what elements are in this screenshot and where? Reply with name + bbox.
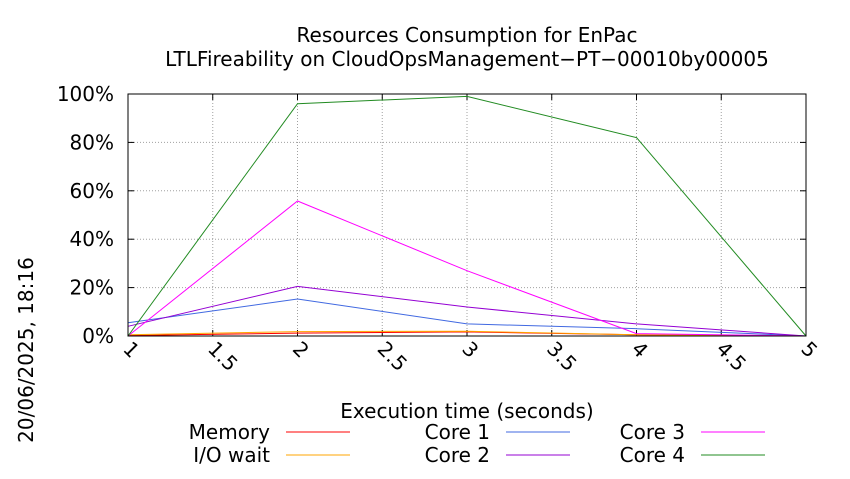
plot-border — [127, 93, 807, 337]
legend-label: Core 1 — [425, 420, 490, 444]
x-tick-label: 1 — [118, 337, 144, 363]
legend-label: Memory — [189, 420, 271, 444]
y-axis-ticks: 0% 20% 40% 60% 80% 100% — [57, 82, 806, 348]
x-tick-label: 5 — [796, 337, 822, 363]
series-line-core-1 — [127, 298, 807, 337]
y-tick-label: 20% — [70, 276, 114, 300]
chart-title-line1: Resources Consumption for EnPac — [297, 23, 638, 47]
x-tick-label: 4.5 — [712, 337, 751, 376]
y-tick-label: 0% — [82, 324, 114, 348]
series-line-i-o-wait — [127, 330, 807, 337]
series-lines — [127, 95, 807, 337]
y-tick-label: 80% — [70, 130, 114, 154]
x-axis-label: Execution time (seconds) — [340, 399, 593, 423]
legend-label: I/O wait — [193, 443, 270, 467]
series-line-core-4 — [127, 95, 807, 337]
y-tick-label: 40% — [70, 227, 114, 251]
legend-label: Core 4 — [620, 443, 685, 467]
x-tick-label: 3.5 — [542, 337, 581, 376]
grid-lines — [128, 94, 806, 336]
y-tick-label: 100% — [57, 82, 114, 106]
x-tick-label: 2.5 — [373, 337, 412, 376]
series-line-core-2 — [127, 285, 807, 337]
x-tick-label: 3 — [457, 337, 483, 363]
legend-label: Core 3 — [620, 420, 685, 444]
legend-label: Core 2 — [425, 443, 490, 467]
y-tick-label: 60% — [70, 179, 114, 203]
chart-title-line2: LTLFireability on CloudOpsManagement−PT−… — [165, 47, 769, 71]
x-tick-label: 2 — [288, 337, 314, 363]
x-tick-label: 4 — [627, 337, 653, 363]
series-line-core-3 — [127, 200, 807, 337]
x-tick-label: 1.5 — [203, 337, 242, 376]
side-timestamp: 20/06/2025, 18:16 — [14, 257, 38, 443]
